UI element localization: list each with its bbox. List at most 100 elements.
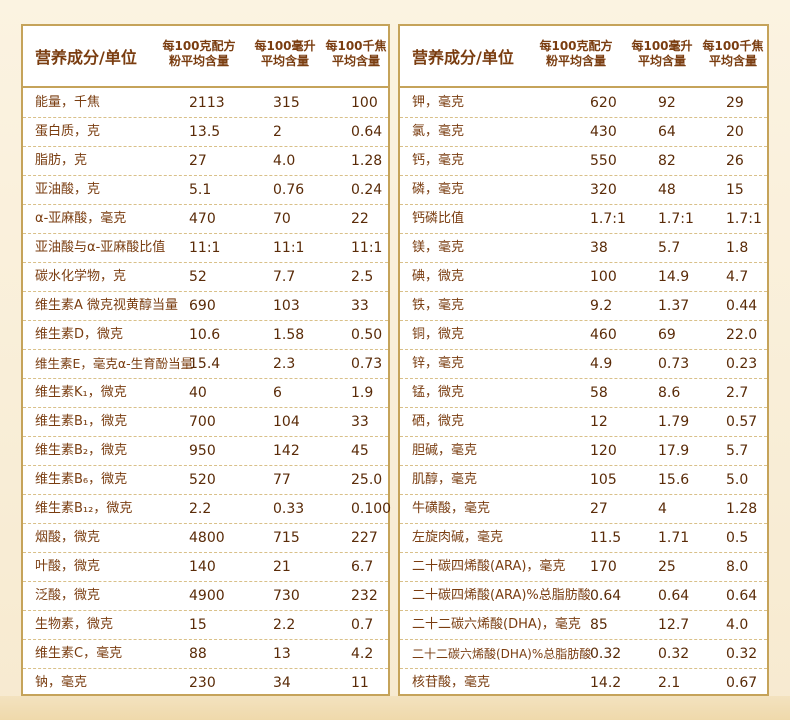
header-nutrient-unit: 营养成分/单位 [35,48,137,67]
nutrient-name: 二十二碳六烯酸(DHA)，毫克 [412,617,581,632]
nutrient-name: 磷，毫克 [412,182,465,197]
value-per-100g: 12 [590,414,608,430]
value-per-100kj: 0.64 [726,588,758,604]
value-per-100ml: 4.0 [273,153,296,169]
value-per-100g: 105 [590,472,617,488]
value-per-100kj: 2.7 [726,385,749,401]
table-row: 核苷酸，毫克 14.2 2.1 0.67 [400,668,767,697]
value-per-100ml: 4 [658,501,667,517]
nutrient-name: 烟酸，微克 [35,530,101,545]
table-row: 碘，微克 100 14.9 4.7 [400,262,767,292]
value-per-100kj: 2.5 [351,269,374,285]
value-per-100kj: 1.28 [726,501,758,517]
value-per-100ml: 25 [658,559,676,575]
nutrient-name: 左旋肉碱，毫克 [412,530,504,545]
value-per-100ml: 7.7 [273,269,296,285]
value-per-100ml: 1.58 [273,327,305,343]
value-per-100g: 58 [590,385,608,401]
value-per-100ml: 142 [273,443,300,459]
value-per-100g: 460 [590,327,617,343]
header-per-100ml: 每100毫升 平均含量 [251,39,319,69]
table-row: 钾，毫克 620 92 29 [400,88,767,118]
nutrient-name: 二十二碳六烯酸(DHA)%总脂肪酸 [412,647,592,661]
value-per-100kj: 227 [351,530,378,546]
value-per-100ml: 48 [658,182,676,198]
nutrient-name: 胆碱，毫克 [412,443,478,458]
value-per-100ml: 2.3 [273,356,296,372]
value-per-100kj: 0.50 [351,327,383,343]
value-per-100ml: 2.1 [658,675,681,691]
nutrient-name: 肌醇，毫克 [412,472,478,487]
table-row: 维生素B₁₂，微克 2.2 0.33 0.100 [23,494,391,524]
value-per-100kj: 1.28 [351,153,383,169]
value-per-100g: 4800 [189,530,225,546]
value-per-100g: 10.6 [189,327,221,343]
nutrient-name: 硒，微克 [412,414,465,429]
table-row: 氯，毫克 430 64 20 [400,117,767,147]
value-per-100ml: 0.32 [658,646,690,662]
table-row: 磷，毫克 320 48 15 [400,175,767,205]
value-per-100kj: 0.32 [726,646,758,662]
nutrition-table-right: 营养成分/单位 每100克配方 粉平均含量 每100毫升 平均含量 每100千焦… [398,24,769,696]
nutrient-name: 核苷酸，毫克 [412,675,491,690]
value-per-100kj: 4.2 [351,646,374,662]
nutrition-table-left: 营养成分/单位 每100克配方 粉平均含量 每100毫升 平均含量 每100千焦… [21,24,391,696]
value-per-100ml: 11:1 [273,240,305,256]
table-row: 亚油酸与α-亚麻酸比值 11:1 11:1 11:1 [23,233,388,263]
header-nutrient-unit: 营养成分/单位 [412,48,514,67]
value-per-100g: 4.9 [590,356,613,372]
nutrient-name: 锌，毫克 [412,356,465,371]
value-per-100g: 320 [590,182,617,198]
nutrient-name: α-亚麻酸，毫克 [35,211,127,226]
table-row: 维生素K₁，微克 40 6 1.9 [23,378,388,408]
value-per-100kj: 0.64 [351,124,383,140]
value-per-100ml: 8.6 [658,385,681,401]
value-per-100g: 5.1 [189,182,212,198]
nutrient-name: 维生素E，毫克α-生育酚当量 [35,356,194,371]
header-per-100kj: 每100千焦 平均含量 [700,39,766,69]
value-per-100ml: 92 [658,95,676,111]
value-per-100ml: 15.6 [658,472,690,488]
table-row: 胆碱，毫克 120 17.9 5.7 [400,436,767,466]
value-per-100kj: 20 [726,124,744,140]
header-per-100ml-line1: 每100毫升 [254,39,316,53]
value-per-100ml: 34 [273,675,291,691]
table-row: 锰，微克 58 8.6 2.7 [400,378,767,408]
value-per-100g: 11.5 [590,530,622,546]
value-per-100ml: 1.37 [658,298,690,314]
table-row: 维生素D，微克 10.6 1.58 0.50 [23,320,388,350]
table-row: α-亚麻酸，毫克 470 70 22 [23,204,388,234]
value-per-100ml: 21 [273,559,291,575]
nutrient-name: 维生素K₁，微克 [35,385,127,400]
value-per-100kj: 0.67 [726,675,758,691]
value-per-100g: 550 [590,153,617,169]
value-per-100kj: 6.7 [351,559,374,575]
table-row: 二十碳四烯酸(ARA)%总脂肪酸 0.64 0.64 0.64 [400,581,767,611]
value-per-100g: 230 [189,675,216,691]
value-per-100kj: 22.0 [726,327,758,343]
value-per-100g: 100 [590,269,617,285]
table-row: 铁，毫克 9.2 1.37 0.44 [400,291,767,321]
header-per-100g: 每100克配方 粉平均含量 [157,39,241,69]
nutrient-name: 维生素B₂，微克 [35,443,128,458]
header-per-100g: 每100克配方 粉平均含量 [534,39,618,69]
value-per-100ml: 64 [658,124,676,140]
nutrient-name: 牛磺酸，毫克 [412,501,491,516]
value-per-100g: 620 [590,95,617,111]
nutrient-name: 钠，毫克 [35,675,88,690]
table-row: 钙，毫克 550 82 26 [400,146,767,176]
nutrient-name: 氯，毫克 [412,124,465,139]
value-per-100kj: 100 [351,95,378,111]
value-per-100ml: 14.9 [658,269,690,285]
value-per-100g: 700 [189,414,216,430]
table-row: 能量，千焦 2113 315 100 [23,88,388,118]
value-per-100ml: 17.9 [658,443,690,459]
value-per-100ml: 2 [273,124,282,140]
table-row: 铜，微克 460 69 22.0 [400,320,767,350]
value-per-100g: 88 [189,646,207,662]
header-per-100kj-line2: 平均含量 [331,54,380,68]
table-header-right: 营养成分/单位 每100克配方 粉平均含量 每100毫升 平均含量 每100千焦… [400,26,767,88]
table-row: 硒，微克 12 1.79 0.57 [400,407,767,437]
table-row: 烟酸，微克 4800 715 227 [23,523,388,553]
